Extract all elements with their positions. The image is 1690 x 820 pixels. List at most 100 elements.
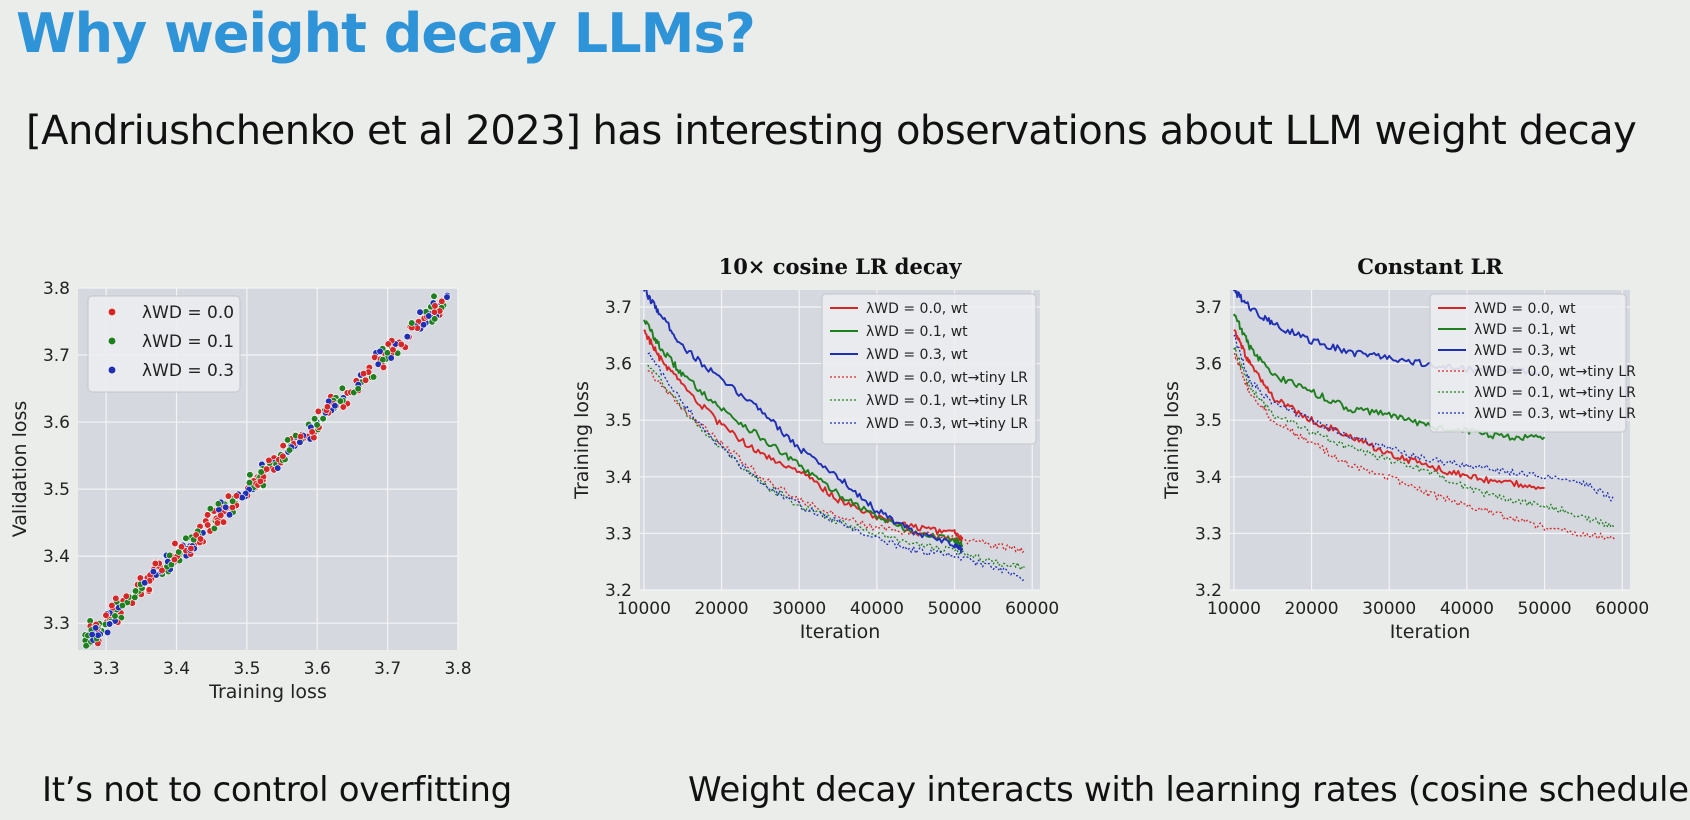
scatter-point-blue xyxy=(443,293,451,301)
scatter-point-red xyxy=(112,594,120,602)
x-tick-label: 3.7 xyxy=(374,659,401,679)
legend-marker-blue xyxy=(107,365,117,375)
legend-label: λWD = 0.0 xyxy=(142,303,234,323)
scatter-point-blue xyxy=(425,312,433,320)
scatter-point-blue xyxy=(105,620,114,628)
legend-label: λWD = 0.1, wt xyxy=(866,324,968,340)
scatter-point-red xyxy=(158,566,166,574)
y-tick-label: 3.3 xyxy=(1195,524,1222,544)
y-tick-label: 3.6 xyxy=(605,355,632,375)
scatter-point-green xyxy=(229,497,237,505)
y-tick-label: 3.2 xyxy=(605,581,632,601)
scatter-point-green xyxy=(430,292,438,300)
scatter-point-red xyxy=(279,452,287,460)
scatter-point-blue xyxy=(104,628,112,637)
scatter-point-red xyxy=(256,477,265,486)
chart-title: 10× cosine LR decay xyxy=(719,254,963,279)
scatter-point-red xyxy=(171,539,179,548)
y-tick-label: 3.5 xyxy=(605,411,632,431)
legend-box xyxy=(87,295,241,393)
y-tick-label: 3.7 xyxy=(605,298,632,318)
y-tick-label: 3.6 xyxy=(43,413,70,433)
scatter-point-red xyxy=(361,376,370,384)
y-tick-label: 3.5 xyxy=(1195,411,1222,431)
scatter-point-blue xyxy=(420,321,428,329)
legend: λWD = 0.0, wt λWD = 0.1, wt λWD = 0.3, wt λ… xyxy=(821,293,1037,445)
scatter-point-red xyxy=(102,611,110,619)
x-tick-label: 20000 xyxy=(695,599,749,619)
scatter-point-green xyxy=(257,468,265,476)
scatter-point-blue xyxy=(376,347,384,356)
x-tick-label: 10000 xyxy=(617,599,671,619)
scatter-point-blue xyxy=(387,354,395,362)
constant-lr-chart: 10000 20000 30000 40000 50000 60000 3.2 3.3 3.4 3… xyxy=(1161,254,1649,643)
scatter-point-green xyxy=(354,385,362,393)
scatter-point-red xyxy=(213,519,222,527)
scatter-point-green xyxy=(379,355,387,364)
x-tick-label: 30000 xyxy=(772,599,826,619)
scatter-point-blue xyxy=(225,511,234,519)
scatter-point-blue xyxy=(141,579,149,587)
caption-left: It’s not to control overfitting xyxy=(42,770,512,810)
scatter-point-green xyxy=(206,505,214,513)
scatter-point-red xyxy=(177,543,186,551)
series-line-blue xyxy=(642,290,964,554)
cosine-lr-chart: 10000 20000 30000 40000 50000 60000 3.2 3.3 3.4 3… xyxy=(571,254,1059,643)
legend-marker-green xyxy=(107,336,117,346)
series-line-blue-tiny-lr xyxy=(647,352,1025,582)
x-axis-label: Iteration xyxy=(800,621,881,643)
scatter-point-green xyxy=(319,415,327,423)
scatter-point-red xyxy=(151,559,159,568)
x-tick-label: 60000 xyxy=(1005,599,1059,619)
legend-label: λWD = 0.0, wt→tiny LR xyxy=(1474,364,1636,380)
scatter-point-green xyxy=(369,373,378,381)
x-tick-label: 40000 xyxy=(850,599,904,619)
scatter-point-blue xyxy=(274,464,282,472)
scatter-point-green xyxy=(182,534,190,542)
legend-label: λWD = 0.3, wt xyxy=(866,347,968,363)
y-tick-label: 3.5 xyxy=(43,480,70,500)
scatter-point-green xyxy=(336,397,345,405)
legend-label: λWD = 0.3 xyxy=(142,361,234,381)
series-line-red xyxy=(643,329,964,542)
scatter-point-red xyxy=(308,428,316,436)
y-tick-label: 3.4 xyxy=(605,468,632,488)
scatter-point-green xyxy=(310,415,319,423)
x-tick-label: 40000 xyxy=(1440,599,1494,619)
scatter-point-green xyxy=(408,319,416,327)
x-tick-label: 3.3 xyxy=(93,659,120,679)
series-line-green-tiny-lr xyxy=(1233,347,1615,529)
series-group xyxy=(642,290,1025,582)
y-axis-label: Validation loss xyxy=(9,401,31,538)
scatter-point-green xyxy=(313,421,321,429)
legend-label: λWD = 0.0, wt xyxy=(866,301,968,317)
scatter-point-red xyxy=(384,340,392,348)
legend: λWD = 0.0, wt λWD = 0.1, wt λWD = 0.3, wt λ… xyxy=(1429,293,1636,433)
legend-label: λWD = 0.1, wt→tiny LR xyxy=(866,393,1028,409)
x-tick-label: 3.4 xyxy=(163,659,190,679)
scatter-point-green xyxy=(285,446,294,454)
caption-right: Weight decay interacts with learning rat… xyxy=(688,770,1690,810)
scatter-point-red xyxy=(224,492,233,500)
scatter-point-red xyxy=(217,511,225,519)
slide-title: Why weight decay LLMs? xyxy=(16,2,756,65)
legend-label: λWD = 0.1 xyxy=(142,332,234,352)
y-tick-label: 3.8 xyxy=(43,279,70,299)
scatter-point-green xyxy=(246,471,254,479)
scatter-point-blue xyxy=(416,308,424,316)
scatter-point-blue xyxy=(94,631,102,639)
y-tick-label: 3.4 xyxy=(1195,468,1222,488)
x-tick-label: 60000 xyxy=(1595,599,1649,619)
scatter-point-green xyxy=(82,642,90,650)
y-tick-label: 3.7 xyxy=(1195,298,1222,318)
slide-subtitle: [Andriushchenko et al 2023] has interest… xyxy=(26,108,1637,154)
scatter-point-red xyxy=(431,302,439,310)
y-tick-label: 3.2 xyxy=(1195,581,1222,601)
scatter-point-red xyxy=(297,432,305,441)
series-line-green-tiny-lr xyxy=(647,364,1025,571)
series-line-blue-tiny-lr xyxy=(1233,334,1616,502)
x-tick-label: 50000 xyxy=(928,599,982,619)
scatter-point-red xyxy=(228,503,237,512)
x-axis-label: Training loss xyxy=(208,681,327,703)
chart-title: Constant LR xyxy=(1357,254,1503,279)
